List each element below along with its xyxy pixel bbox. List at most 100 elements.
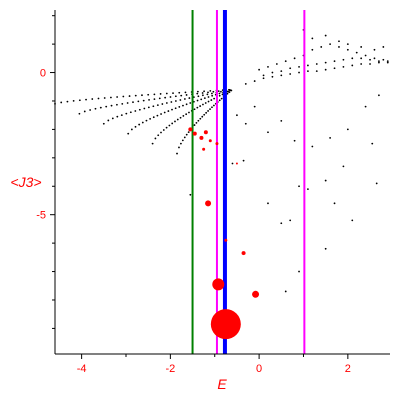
band-point [220, 97, 223, 100]
highlight-point [224, 238, 228, 242]
band-point [78, 99, 81, 102]
scatter-point [280, 119, 283, 122]
highlight-point [235, 162, 238, 165]
x-axis-title: E [217, 376, 227, 392]
band-point [199, 105, 202, 107]
scatter-point [315, 70, 318, 73]
band-point [180, 94, 183, 97]
band-point [181, 139, 184, 142]
band-point [228, 91, 231, 93]
scatter-point [386, 60, 389, 63]
scatter-point [324, 34, 327, 37]
band-point [152, 116, 155, 119]
band-point [167, 110, 170, 112]
scatter-point [371, 142, 374, 145]
band-point [202, 103, 204, 106]
band-point [85, 98, 87, 101]
band-point [201, 92, 204, 94]
scatter-point [262, 77, 265, 80]
band-point [72, 99, 75, 102]
band-point [218, 94, 221, 97]
scatter-point [293, 139, 296, 142]
scatter-point [378, 94, 380, 97]
band-point [210, 99, 213, 101]
x-tick-label: -2 [165, 363, 175, 375]
band-point [143, 107, 146, 110]
scatter-point [284, 60, 287, 63]
scatter-point [346, 128, 349, 131]
band-point [165, 102, 168, 104]
band-point [121, 102, 124, 105]
scatter-point [298, 185, 300, 188]
band-point [209, 108, 211, 110]
band-point [195, 121, 198, 124]
band-point [60, 101, 63, 104]
scatter-point [373, 57, 376, 60]
scatter-point [324, 68, 327, 71]
band-point [171, 108, 173, 111]
scatter-point [375, 182, 378, 185]
scatter-point [284, 290, 287, 293]
band-point [110, 96, 112, 99]
scatter-point [289, 67, 292, 70]
band-point [218, 92, 221, 95]
scatter-point [307, 70, 309, 73]
band-point [152, 105, 155, 108]
band-point [197, 119, 200, 122]
highlight-point [212, 278, 225, 291]
band-point [125, 112, 128, 115]
band-point [174, 107, 177, 110]
scatter-point [267, 131, 269, 134]
band-point [66, 100, 69, 103]
band-point [147, 93, 150, 96]
scatter-point [315, 63, 318, 65]
scatter-point [329, 43, 331, 46]
scatter-point [351, 57, 354, 60]
band-point [134, 94, 137, 97]
band-point [188, 111, 190, 114]
band-point [197, 95, 200, 98]
band-point [206, 93, 209, 96]
y-axis-title: <J3> [10, 174, 41, 190]
highlight-point [210, 309, 241, 340]
band-point [212, 90, 215, 93]
scatter-point [311, 145, 314, 148]
scatter-point [253, 105, 256, 108]
y-tick-label: 0 [40, 68, 46, 80]
scatter-point [244, 83, 247, 85]
x-tick-label: 2 [345, 363, 351, 375]
band-point [149, 117, 152, 120]
scatter-point [311, 37, 314, 40]
band-point [193, 108, 196, 111]
band-point [141, 94, 143, 97]
band-point [151, 142, 154, 145]
band-point [153, 93, 156, 96]
highlight-point [241, 251, 246, 256]
band-point [213, 104, 215, 107]
scatter-point [338, 46, 340, 48]
scatter-point [271, 75, 274, 78]
scatter-point [242, 159, 245, 162]
band-point [89, 109, 92, 111]
band-point [102, 122, 105, 125]
band-point [154, 137, 157, 140]
scatter-point [382, 58, 385, 61]
band-point [110, 104, 113, 107]
scatter-point [373, 48, 376, 51]
band-point [156, 104, 159, 107]
band-point [188, 97, 191, 99]
band-point [211, 94, 214, 97]
band-point [164, 96, 167, 99]
band-point [157, 134, 160, 137]
band-point [165, 92, 168, 95]
band-point [107, 119, 110, 122]
band-point [99, 106, 102, 109]
band-point [230, 89, 233, 92]
scatter-point [333, 67, 336, 70]
band-point [193, 124, 196, 126]
band-point [220, 90, 222, 93]
scatter-point [231, 162, 234, 165]
band-point [203, 90, 205, 93]
band-point [200, 98, 203, 101]
